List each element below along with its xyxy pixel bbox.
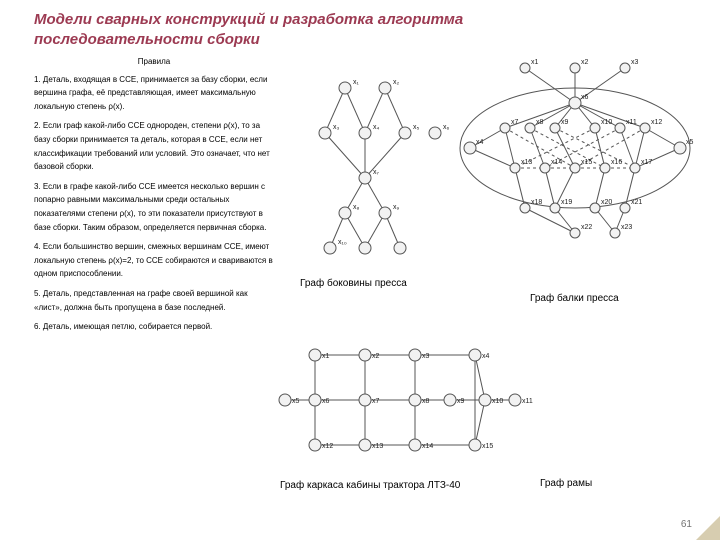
svg-text:x9: x9 (457, 398, 465, 405)
svg-text:x₂: x₂ (393, 79, 400, 86)
svg-text:x₈: x₈ (353, 204, 360, 211)
caption-karkas: Граф каркаса кабины трактора ЛТЗ-40 (280, 480, 460, 491)
svg-text:x4: x4 (482, 353, 490, 360)
svg-text:x2: x2 (372, 353, 380, 360)
rule-3: 3. Если в графе какой-либо ССЕ имеется н… (34, 180, 274, 234)
svg-text:x13: x13 (521, 159, 532, 166)
svg-text:x₁₀: x₁₀ (338, 239, 347, 246)
graph-balka: x1 x2 x3 x4 x5 x6 x7 x8 x9 x10 x11 x12 x13 x14 x15 x16 x… (455, 58, 700, 253)
rules-heading: Правила (34, 55, 274, 69)
svg-text:x6: x6 (322, 398, 330, 405)
svg-text:x₁: x₁ (353, 79, 360, 86)
svg-text:x11: x11 (522, 398, 533, 405)
title-line-2: последовательности сборки (34, 31, 260, 48)
svg-text:x₇: x₇ (373, 169, 380, 176)
svg-text:x7: x7 (372, 398, 380, 405)
rule-1: 1. Деталь, входящая в ССЕ, принимается з… (34, 73, 274, 114)
svg-text:x22: x22 (581, 224, 592, 231)
svg-text:x1: x1 (531, 59, 539, 66)
svg-text:x14: x14 (551, 159, 562, 166)
svg-text:x14: x14 (422, 443, 433, 450)
svg-text:x₄: x₄ (373, 124, 380, 131)
page-number: 61 (681, 519, 692, 530)
svg-text:x7: x7 (511, 119, 519, 126)
svg-text:x15: x15 (581, 159, 592, 166)
svg-text:x₃: x₃ (333, 124, 340, 131)
svg-text:x1: x1 (322, 353, 330, 360)
svg-text:x9: x9 (561, 119, 569, 126)
title-line-1: Модели сварных конструкций и разработка … (34, 11, 463, 28)
rule-6: 6. Деталь, имеющая петлю, собирается пер… (34, 320, 274, 334)
graph-karkas: x1 x2 x3 x4 x5 x6 x7 x8 x9 x10 x11 x12 x13 x14 x15 (275, 340, 535, 460)
svg-text:x₉: x₉ (393, 204, 400, 211)
slide-title: Модели сварных конструкций и разработка … (34, 10, 463, 49)
svg-text:x18: x18 (531, 199, 542, 206)
svg-text:x6: x6 (581, 94, 589, 101)
svg-text:x23: x23 (621, 224, 632, 231)
svg-text:x21: x21 (631, 199, 642, 206)
svg-text:x15: x15 (482, 443, 493, 450)
caption-balka: Граф балки пресса (530, 293, 619, 304)
svg-text:x3: x3 (631, 59, 639, 66)
caption-bokovina: Граф боковины пресса (300, 278, 407, 289)
rule-5: 5. Деталь, представленная на графе своей… (34, 287, 274, 314)
svg-text:x5: x5 (292, 398, 300, 405)
svg-text:x2: x2 (581, 59, 589, 66)
svg-text:x19: x19 (561, 199, 572, 206)
rule-4: 4. Если большинство вершин, смежных верш… (34, 240, 274, 281)
rule-2: 2. Если граф какой-либо ССЕ однороден, с… (34, 119, 274, 173)
svg-text:x16: x16 (611, 159, 622, 166)
rules-text-column: Правила 1. Деталь, входящая в ССЕ, прини… (34, 55, 274, 340)
svg-text:x20: x20 (601, 199, 612, 206)
svg-text:x10: x10 (492, 398, 503, 405)
page-curl-icon (696, 516, 720, 540)
svg-text:x11: x11 (626, 119, 637, 126)
svg-text:x5: x5 (686, 139, 694, 146)
graph-bokovina: x₁ x₂ x₃ x₄ x₅ x₆ x₇ x₈ x₉ x₁₀ (290, 78, 450, 263)
svg-text:x8: x8 (422, 398, 430, 405)
svg-text:x10: x10 (601, 119, 612, 126)
svg-text:x12: x12 (651, 119, 662, 126)
svg-text:x12: x12 (322, 443, 333, 450)
svg-text:x17: x17 (641, 159, 652, 166)
svg-text:x3: x3 (422, 353, 430, 360)
svg-text:x₅: x₅ (413, 124, 420, 131)
svg-text:x₆: x₆ (443, 124, 450, 131)
caption-rama: Граф рамы (540, 478, 592, 489)
svg-text:x8: x8 (536, 119, 544, 126)
svg-text:x4: x4 (476, 139, 484, 146)
svg-text:x13: x13 (372, 443, 383, 450)
